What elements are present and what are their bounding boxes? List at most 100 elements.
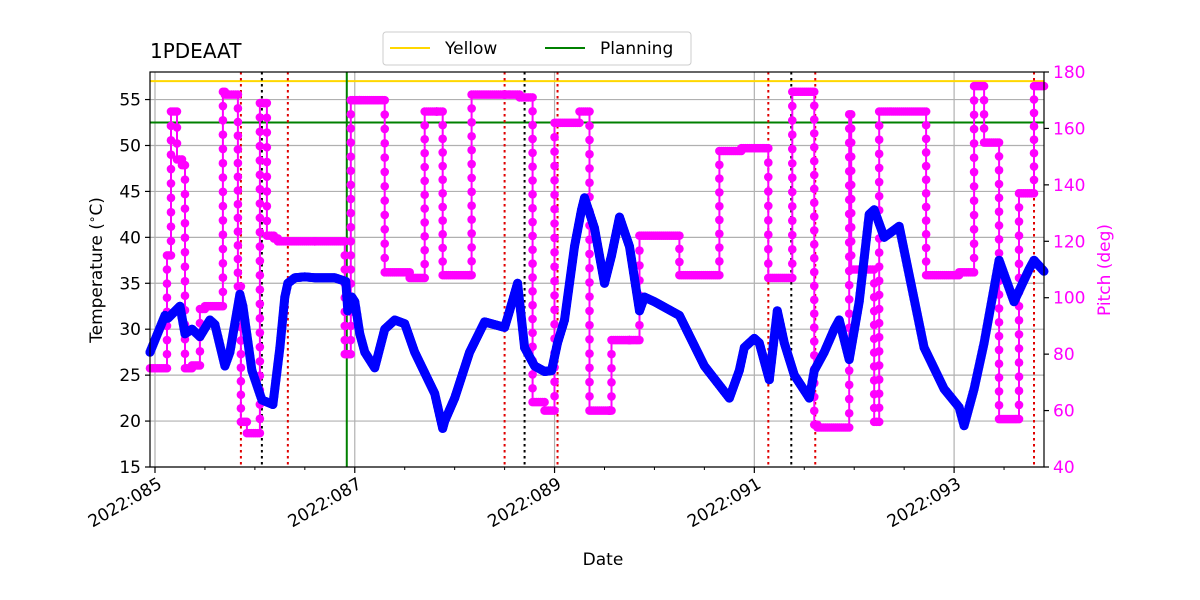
- pitch-point: [380, 110, 390, 119]
- temperature-point: [274, 351, 284, 361]
- pitch-point: [438, 134, 447, 144]
- pitch-point: [233, 186, 243, 195]
- pitch-point: [994, 359, 1004, 369]
- y-tick-label: 25: [119, 366, 141, 386]
- pitch-point: [585, 249, 594, 259]
- pitch-point: [233, 117, 243, 127]
- pitch-point: [166, 236, 176, 246]
- pitch-point: [262, 113, 272, 123]
- pitch-point: [233, 199, 243, 209]
- pitch-point: [921, 216, 931, 225]
- pitch-point: [166, 193, 176, 203]
- pitch-point: [255, 227, 265, 237]
- pitch-point: [809, 323, 819, 332]
- pitch-point: [346, 110, 356, 119]
- pitch-point: [1014, 386, 1024, 396]
- pitch-point: [255, 342, 265, 352]
- pitch-point: [180, 189, 190, 199]
- pitch-point: [994, 221, 1004, 230]
- y2-tick-label: 180: [1053, 63, 1085, 83]
- pitch-point: [236, 390, 246, 400]
- pitch-point: [994, 165, 1004, 175]
- pitch-point: [528, 245, 537, 255]
- pitch-point: [874, 403, 884, 413]
- pitch-point: [585, 149, 594, 159]
- pitch-point: [979, 95, 989, 105]
- temperature-point: [244, 344, 254, 354]
- pitch-point: [969, 124, 979, 134]
- pitch-point: [233, 213, 243, 223]
- pitch-point: [467, 159, 476, 169]
- pitch-point: [994, 248, 1004, 258]
- y2-tick-label: 80: [1053, 345, 1075, 365]
- pitch-point: [969, 210, 979, 220]
- pitch-point: [380, 153, 390, 162]
- temperature-point: [567, 264, 577, 274]
- temperature-point: [516, 306, 526, 316]
- pitch-point: [180, 247, 190, 257]
- pitch-point: [787, 202, 797, 211]
- y2-tick-label: 40: [1053, 458, 1075, 478]
- pitch-point: [550, 132, 559, 142]
- pitch-point: [346, 335, 356, 345]
- temperature-point: [515, 297, 525, 307]
- pitch-point: [635, 320, 644, 330]
- pitch-point: [846, 152, 856, 161]
- legend-label-planning: Planning: [600, 39, 673, 59]
- pitch-point: [255, 414, 265, 424]
- pitch-point: [218, 101, 228, 111]
- pitch-point: [528, 106, 537, 116]
- pitch-point: [809, 406, 819, 416]
- pitch-point: [675, 257, 684, 267]
- pitch-point: [809, 240, 819, 249]
- pitch-point: [218, 158, 228, 168]
- temperature-point: [560, 315, 570, 325]
- pitch-point: [607, 363, 616, 373]
- pitch-point: [528, 383, 537, 393]
- pitch-point: [1014, 231, 1024, 240]
- pitch-point: [809, 337, 819, 346]
- pitch-point: [262, 216, 272, 226]
- pitch-point: [420, 134, 429, 144]
- pitch-point: [242, 417, 252, 427]
- pitch-point: [236, 363, 246, 372]
- pitch-point: [528, 203, 537, 213]
- pitch-point: [218, 287, 228, 297]
- pitch-point: [438, 120, 447, 130]
- pitch-point: [255, 184, 265, 194]
- pitch-point: [255, 328, 265, 337]
- pitch-point: [420, 273, 429, 283]
- pitch-point: [438, 107, 447, 116]
- pitch-point: [346, 222, 356, 232]
- pitch-point: [787, 187, 797, 197]
- pitch-point: [846, 222, 856, 232]
- temperature-point: [273, 359, 283, 369]
- legend-box: [382, 31, 692, 66]
- pitch-point: [346, 321, 356, 331]
- pitch-point: [809, 212, 819, 221]
- pitch-point: [255, 357, 265, 366]
- pitch-point: [236, 349, 246, 359]
- pitch-point: [969, 167, 979, 177]
- pitch-point: [233, 131, 243, 140]
- pitch-point: [994, 152, 1004, 161]
- temperature-point: [277, 322, 287, 332]
- temperature-point: [246, 358, 256, 368]
- temperature-point: [862, 227, 872, 237]
- pitch-point: [255, 428, 265, 438]
- pitch-point: [969, 253, 979, 263]
- pitch-point: [467, 229, 476, 238]
- pitch-point: [874, 318, 884, 328]
- pitch-point: [764, 158, 773, 167]
- pitch-point: [346, 138, 356, 147]
- pitch-point: [340, 321, 350, 331]
- pitch-point: [787, 144, 797, 154]
- pitch-point: [921, 175, 931, 184]
- pitch-point: [809, 115, 819, 124]
- pitch-point: [844, 394, 854, 404]
- pitch-point: [438, 148, 447, 157]
- pitch-point: [218, 201, 228, 211]
- pitch-point: [575, 118, 584, 128]
- pitch-point: [969, 225, 979, 234]
- pitch-point: [550, 377, 559, 387]
